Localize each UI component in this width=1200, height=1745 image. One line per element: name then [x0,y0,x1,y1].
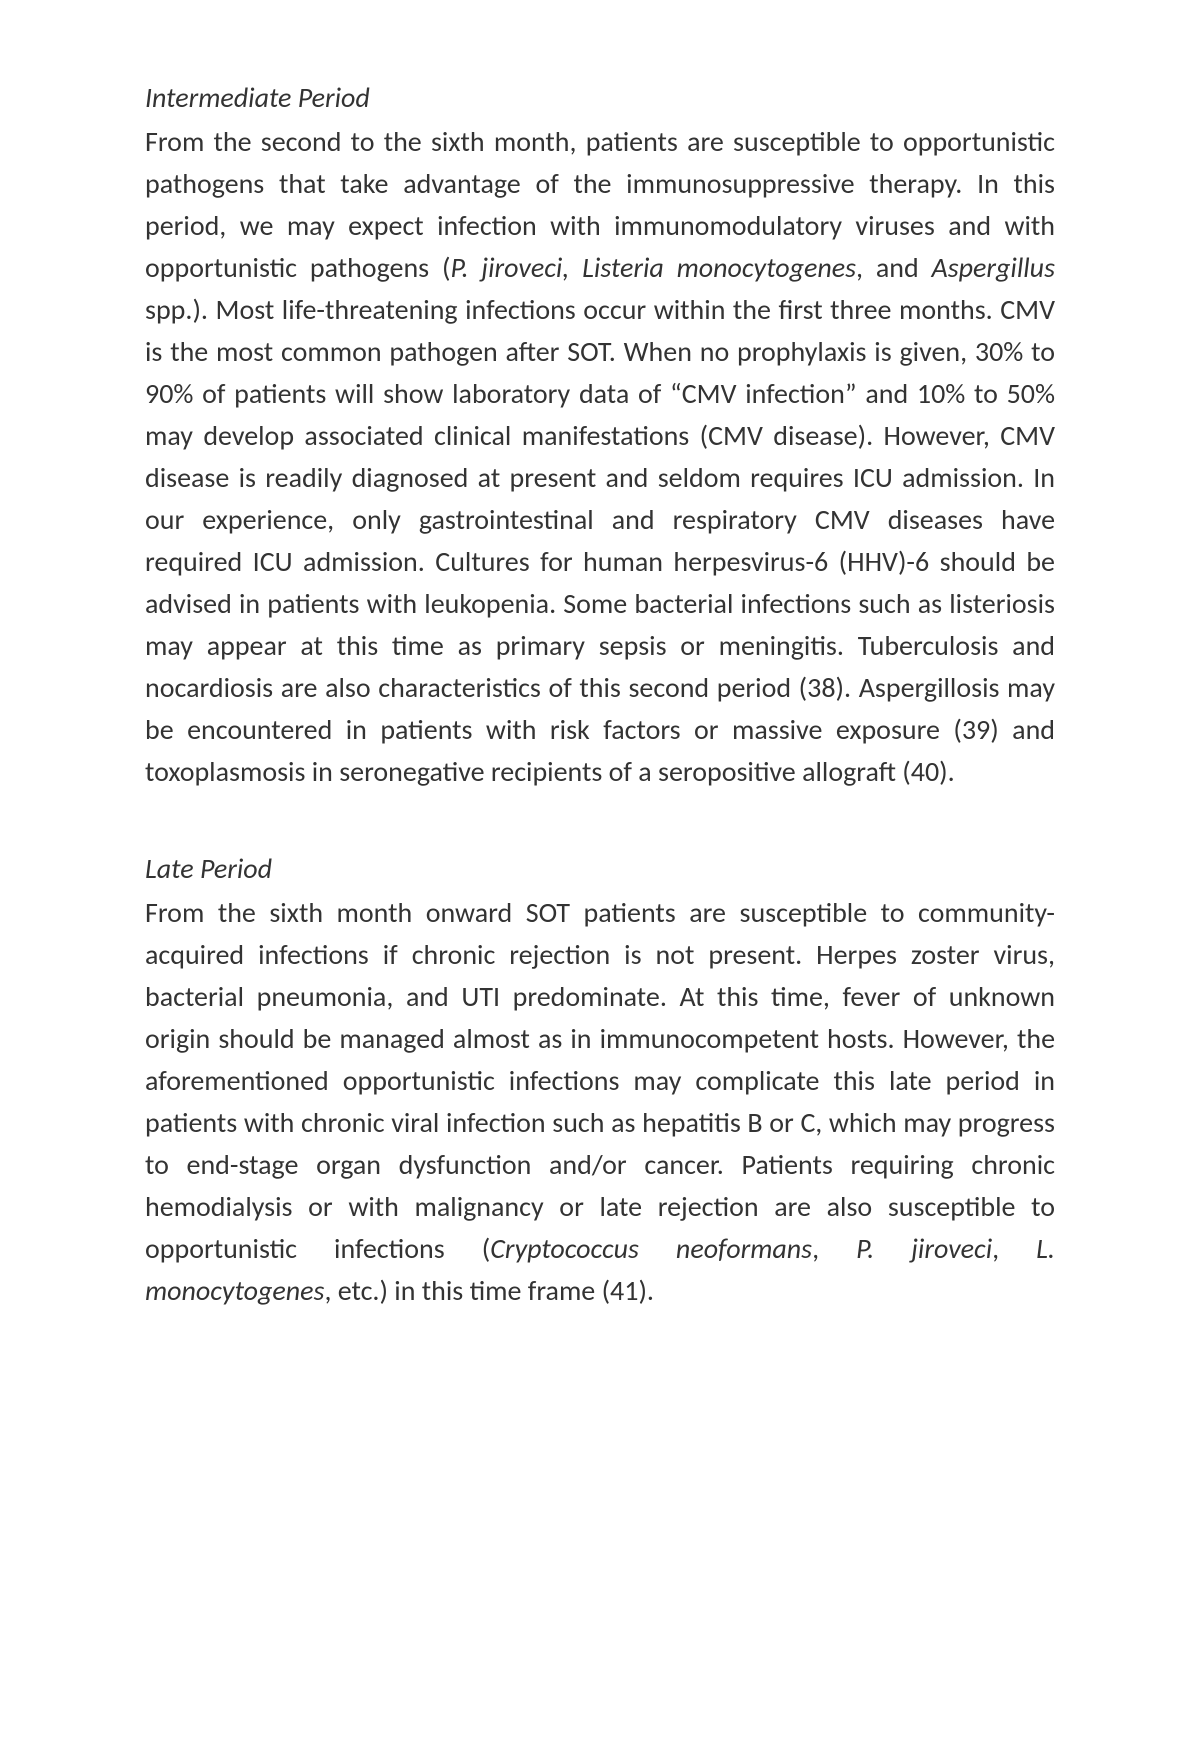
section-body-intermediate: From the second to the sixth month, pati… [145,121,1055,793]
section-heading-late: Late Period [145,851,1055,886]
text-span: , and [856,250,932,285]
section-spacer [145,841,1055,851]
text-span: From the sixth month onward SOT patients… [145,895,1055,1266]
section-heading-intermediate: Intermediate Period [145,80,1055,115]
italic-text-span: P. jiroveci [856,1231,992,1266]
text-span: , [992,1231,1036,1266]
italic-text-span: Aspergillus [932,250,1055,285]
text-span: , etc.) in this time frame (41). [324,1273,654,1308]
section-body-late: From the sixth month onward SOT patients… [145,892,1055,1312]
text-span: spp.). Most life-threatening infections … [145,292,1055,789]
italic-text-span: P. jiroveci, Listeria monocytogenes [450,250,856,285]
text-span: , [812,1231,856,1266]
italic-text-span: Cryptococcus neoformans [490,1231,812,1266]
